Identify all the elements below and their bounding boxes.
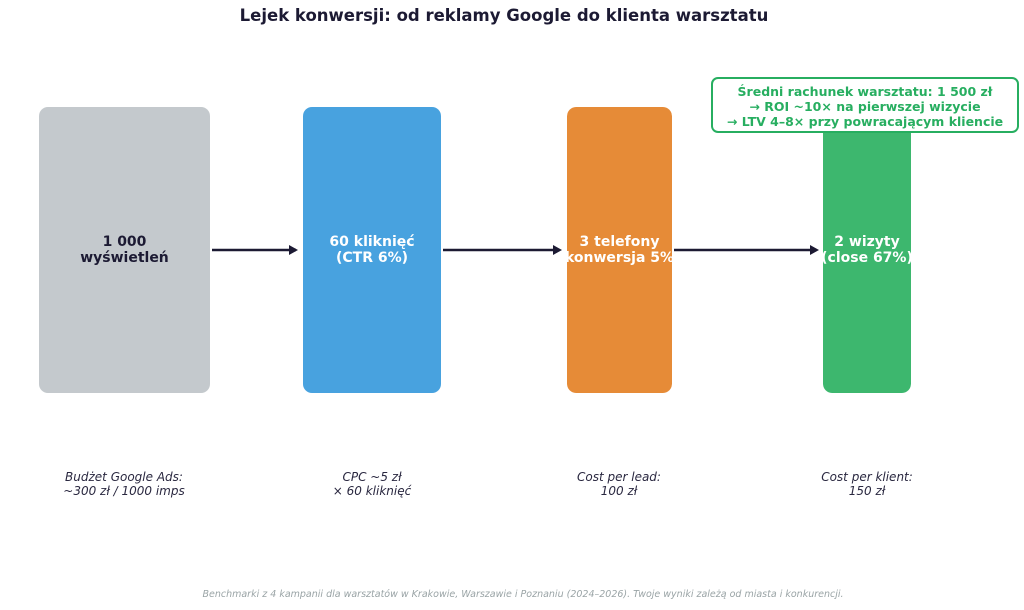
stage-calls-clip: 3 telefony (konwersja 5%)	[567, 107, 672, 393]
stage-visits: 2 wizyty (close 67%)	[823, 107, 911, 393]
footer-note: Benchmarki z 4 kampanii dla warsztatów w…	[202, 589, 844, 600]
stage-clicks-label: 60 kliknięć (CTR 6%)	[329, 234, 415, 266]
diagram-title: Lejek konwersji: od reklamy Google do kl…	[239, 6, 769, 25]
stage-clicks: 60 kliknięć (CTR 6%)	[303, 107, 441, 393]
stage-calls-label: 3 telefony (konwersja 5%)	[567, 234, 672, 266]
stage-visits-clip: 2 wizyty (close 67%)	[823, 107, 911, 393]
note-calls: Cost per lead: 100 zł	[577, 470, 661, 498]
stage-visits-label: 2 wizyty (close 67%)	[823, 234, 911, 266]
note-impressions: Budżet Google Ads: ~300 zł / 1000 imps	[63, 470, 185, 498]
stage-impressions-label: 1 000 wyświetleń	[80, 234, 169, 266]
arrow-1	[212, 245, 298, 255]
stage-impressions: 1 000 wyświetleń	[39, 107, 210, 393]
roi-callout: Średni rachunek warsztatu: 1 500 zł → RO…	[711, 77, 1019, 133]
arrow-2	[443, 245, 562, 255]
note-clicks: CPC ~5 zł × 60 kliknięć	[332, 470, 412, 498]
note-visits: Cost per klient: 150 zł	[821, 470, 913, 498]
arrow-3	[674, 245, 819, 255]
callout-line-3: → LTV 4–8× przy powracającym kliencie	[726, 114, 1004, 129]
stage-calls: 3 telefony (konwersja 5%)	[567, 107, 672, 393]
callout-line-1: Średni rachunek warsztatu: 1 500 zł	[737, 84, 993, 99]
callout-line-2: → ROI ~10× na pierwszej wizycie	[749, 99, 981, 114]
